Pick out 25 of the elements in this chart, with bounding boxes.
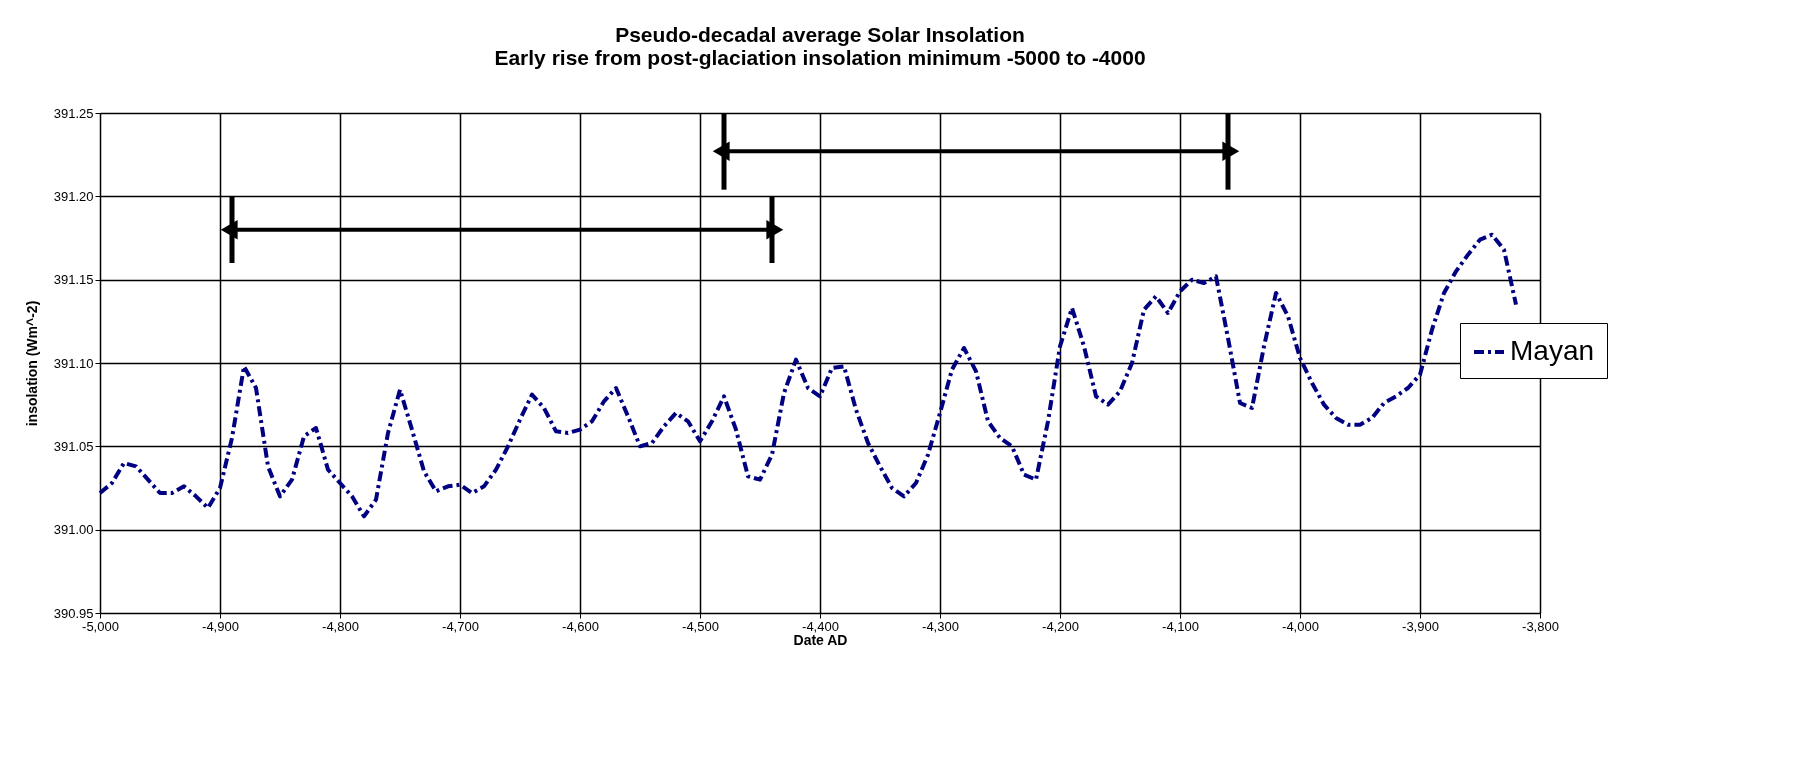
x-tick-label: -4,900 <box>202 618 239 634</box>
y-tick-label: 390.95 <box>53 605 94 621</box>
y-axis-title: insolation (Wm^-2) <box>23 300 40 427</box>
x-tick-label: -3,900 <box>1402 618 1439 634</box>
x-tick-label: -4,300 <box>922 618 959 634</box>
text: Early rise from post-glaciation insolation minimum -5000 to -4000 <box>494 46 1146 69</box>
x-tick-label: -5,000 <box>82 618 119 634</box>
y-tick-label: 391.10 <box>53 355 94 371</box>
x-tick-label: -3,800 <box>1522 618 1559 634</box>
y-tick-label: 391.25 <box>53 105 94 121</box>
x-tick-label: -4,000 <box>1282 618 1319 634</box>
y-tick-label: 391.05 <box>53 438 94 454</box>
x-tick-label: -4,700 <box>442 618 479 634</box>
y-tick-label: 391.20 <box>53 188 94 204</box>
x-tick-label: -4,200 <box>1042 618 1079 634</box>
x-tick-label: -4,400 <box>802 618 839 634</box>
x-tick-label: -4,100 <box>1162 618 1199 634</box>
legend-label: Mayan <box>1510 335 1595 366</box>
x-tick-label: -4,600 <box>562 618 599 634</box>
y-tick-label: 391.15 <box>53 272 94 288</box>
text: Pseudo-decadal average Solar Insolation <box>615 23 1025 46</box>
x-tick-label: -4,500 <box>682 618 719 634</box>
x-tick-label: -4,800 <box>322 618 359 634</box>
y-tick-label: 391.00 <box>53 522 94 538</box>
x-axis-title: Date AD <box>793 631 848 648</box>
